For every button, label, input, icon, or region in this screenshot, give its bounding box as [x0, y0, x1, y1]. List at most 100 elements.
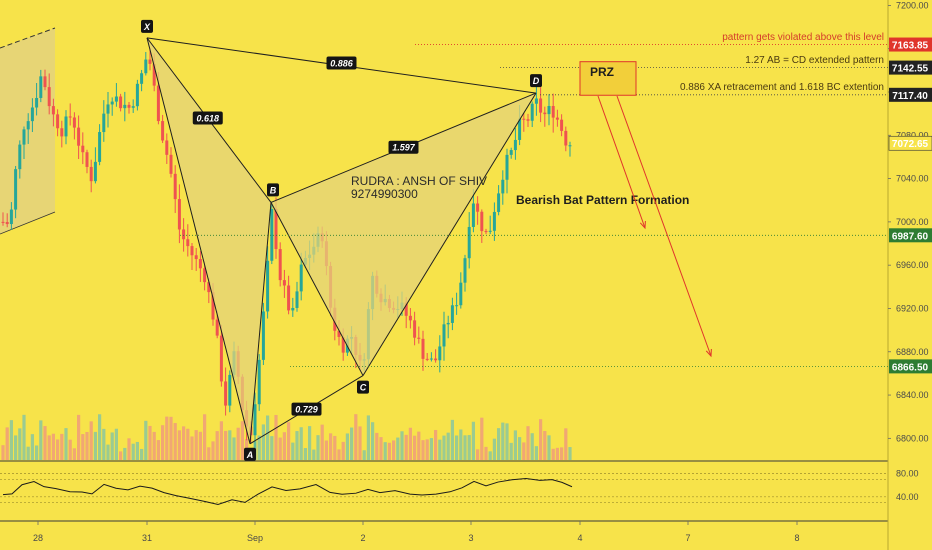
candle — [534, 83, 538, 116]
candle-body — [295, 291, 299, 308]
volume-bar — [228, 430, 232, 460]
volume-bar — [291, 442, 295, 460]
volume-bar — [165, 416, 169, 460]
candle — [39, 69, 43, 103]
volume-bar — [182, 426, 186, 460]
volume-bar — [455, 435, 459, 460]
candle-body — [522, 118, 526, 120]
candle — [413, 311, 417, 346]
point-label-box — [530, 74, 542, 88]
candle-body — [5, 222, 9, 225]
price-tag: 6987.60 — [889, 228, 932, 243]
volume-bar — [509, 442, 513, 460]
chart-title: Bearish Bat Pattern Formation — [516, 193, 689, 207]
candle-body — [434, 358, 438, 361]
candle-body — [140, 73, 144, 84]
leg-xa — [146, 37, 251, 444]
volume-bar — [383, 442, 387, 460]
candle — [543, 106, 547, 127]
candle — [5, 213, 9, 228]
volume-bar — [362, 450, 366, 460]
time-tick-label: 31 — [142, 533, 152, 543]
candle-body — [60, 128, 64, 137]
volume-bar — [501, 422, 505, 460]
candle-body — [484, 231, 488, 233]
volume-bar — [417, 431, 421, 460]
candle — [446, 315, 450, 339]
candle-body — [102, 113, 106, 133]
volume-bar — [173, 423, 177, 460]
volume-bar — [131, 443, 135, 460]
volume-bar — [98, 414, 102, 460]
volume-bar — [194, 430, 198, 460]
candle-body — [56, 114, 60, 129]
volume-bar — [207, 447, 211, 460]
previous-pattern-shade — [0, 28, 55, 234]
candle-body — [165, 140, 169, 155]
bat-pattern: X A B C D 0.886 0.618 1.597 0.729 — [141, 19, 542, 461]
price-tag-text: 6987.60 — [892, 231, 929, 242]
volume-bar — [392, 440, 396, 460]
candle — [102, 100, 106, 142]
ratio-label-text: 0.729 — [295, 405, 318, 415]
candle — [98, 124, 102, 166]
candle-body — [77, 127, 81, 146]
volume-bar — [81, 434, 85, 460]
volume-bar — [257, 435, 261, 460]
candle-body — [442, 324, 446, 347]
candle — [85, 149, 89, 174]
axes[interactable]: 7200.007160.007120.007080.007040.007000.… — [33, 0, 932, 543]
volume-bar — [72, 448, 76, 460]
candle-body — [446, 322, 450, 325]
candle-body — [51, 106, 55, 115]
volume-bar — [484, 446, 488, 460]
candle — [123, 91, 127, 122]
volume-bar — [110, 432, 114, 460]
volume-bar — [123, 447, 127, 460]
candle-body — [299, 264, 303, 292]
volume-bar — [295, 431, 299, 460]
volume-bar — [450, 419, 454, 460]
candle — [173, 165, 177, 214]
volume-bar — [434, 429, 438, 460]
price-tick-label: 7000.00 — [896, 217, 929, 227]
volume-bar — [198, 431, 202, 460]
candle-body — [287, 285, 291, 311]
candle — [455, 292, 459, 315]
candle-body — [152, 63, 156, 86]
candle — [131, 99, 135, 113]
point-label-box — [141, 19, 153, 33]
ratio-label-text: 1.597 — [392, 143, 416, 153]
ratio-label: 0.618 — [192, 111, 223, 125]
volume-bar — [161, 425, 165, 460]
candle-body — [497, 193, 501, 212]
candle-body — [1, 221, 5, 223]
volume-bar — [56, 439, 60, 460]
level-annotation: pattern gets violated above this level — [722, 32, 884, 43]
price-tick-label: 6880.00 — [896, 347, 929, 357]
candle-body — [215, 319, 219, 336]
volume-bar — [232, 437, 236, 460]
candle — [257, 354, 261, 411]
candle — [450, 297, 454, 331]
candle — [51, 98, 55, 127]
volume-bar — [358, 426, 362, 460]
volume-bar — [47, 435, 51, 460]
target-arrow-2 — [616, 95, 712, 358]
candle-body — [425, 358, 429, 360]
time-tick-label: 2 — [360, 533, 365, 543]
price-tag-text: 7072.65 — [892, 139, 929, 150]
candle-body — [26, 121, 30, 130]
price-tag: 7163.85 — [889, 37, 932, 52]
candle — [467, 212, 471, 269]
volume-bar — [564, 428, 568, 460]
candle-body — [404, 302, 408, 316]
volume-bar — [320, 424, 324, 460]
volume-bar — [236, 427, 240, 460]
ratio-label-box — [192, 111, 223, 125]
volume-bar — [308, 426, 312, 460]
candle — [9, 202, 13, 230]
candle-body — [127, 104, 131, 108]
volume-bar — [429, 438, 433, 460]
candle-body — [89, 166, 93, 182]
